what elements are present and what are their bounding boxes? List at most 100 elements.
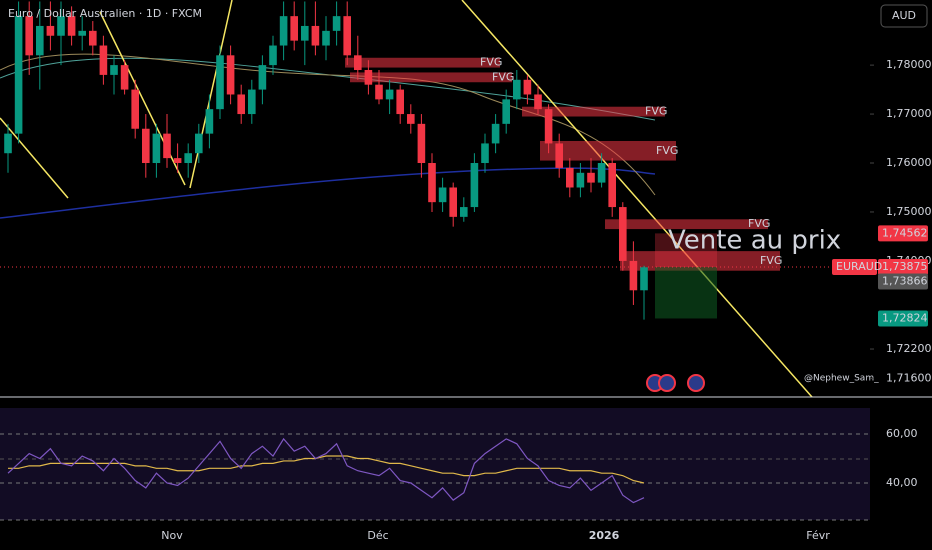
rsi-tick-label: 40,00 <box>886 476 918 489</box>
fvg-label: FVG <box>480 56 502 69</box>
y-tick-label: 1,72200 <box>886 342 932 355</box>
candle-body <box>110 65 118 75</box>
candle-body <box>364 70 373 85</box>
y-tick-label: 1,75000 <box>886 205 932 218</box>
candle-body <box>120 65 129 90</box>
candle-body <box>375 84 383 100</box>
last-price-label: 1,73866 <box>882 274 928 287</box>
rsi-band <box>0 408 870 520</box>
candle-body <box>205 109 214 134</box>
y-tick-label: 1,77000 <box>886 107 932 120</box>
fvg-zone <box>620 251 780 271</box>
fvg-zone <box>350 72 512 83</box>
target-label: 1,72824 <box>882 311 928 324</box>
y-tick-label: 1,78000 <box>886 58 932 71</box>
candle-body <box>301 25 309 41</box>
candle-body <box>608 163 616 208</box>
candle-body <box>513 79 521 100</box>
symbol-box <box>832 259 877 276</box>
target-zone <box>655 267 717 319</box>
candle-body <box>449 187 457 217</box>
rsi-ma-line <box>8 455 645 484</box>
trendline <box>461 0 813 398</box>
candle-body <box>629 260 638 291</box>
candle-body <box>216 55 224 110</box>
candle-body <box>332 16 341 31</box>
candle-body <box>417 123 426 164</box>
event-icon[interactable] <box>687 374 705 392</box>
currency-button-label[interactable]: AUD <box>892 9 916 22</box>
candle-body <box>36 25 44 56</box>
y-tick-label: 1,71600 <box>886 371 932 384</box>
candle-body <box>502 99 510 124</box>
candle-body <box>248 89 256 115</box>
candle-body <box>640 267 648 291</box>
candle-body <box>597 163 606 183</box>
candle-body <box>396 89 404 115</box>
rsi-line <box>7 437 645 504</box>
candle-body <box>195 133 203 154</box>
candle-body <box>46 25 55 36</box>
candle-body <box>279 16 288 46</box>
candle-body <box>237 94 245 115</box>
candle-body <box>99 45 108 75</box>
candle-body <box>470 163 479 208</box>
fvg-zone <box>540 140 676 161</box>
event-icon[interactable] <box>658 374 676 392</box>
trendline <box>99 11 186 186</box>
candle-body <box>491 123 500 144</box>
candle-body <box>555 143 563 168</box>
x-tick-label: 2026 <box>589 529 620 542</box>
candle-body <box>481 143 489 164</box>
candle-body <box>576 172 585 188</box>
x-tick-label: Déc <box>367 529 388 542</box>
stop-label: 1,74562 <box>882 226 928 239</box>
candle-body <box>428 163 436 203</box>
chart-title: Euro / Dollar Australien · 1D · FXCM <box>8 7 202 20</box>
candle-body <box>523 79 532 95</box>
candle-body <box>438 187 447 203</box>
fvg-zone <box>605 219 768 230</box>
watermark: @Nephew_Sam_ <box>804 374 879 384</box>
candle-body <box>534 94 542 110</box>
currency-button[interactable] <box>880 4 928 28</box>
candle-body <box>78 30 86 36</box>
fvg-zone <box>522 106 665 117</box>
target-label-box <box>878 310 928 327</box>
candle-body <box>67 16 76 36</box>
fvg-label: FVG <box>645 105 667 118</box>
candle-body <box>152 133 161 164</box>
candle-body <box>290 16 298 41</box>
candle-body <box>258 65 267 90</box>
x-tick-label: Févr <box>806 529 830 542</box>
candle-body <box>385 89 394 100</box>
fvg-label: FVG <box>760 254 782 267</box>
candle-body <box>566 167 574 188</box>
candle-body <box>57 16 65 36</box>
candle-body <box>25 16 33 56</box>
candle-body <box>89 30 97 46</box>
entry-label: 1,73875 <box>882 260 928 273</box>
candle-body <box>322 30 330 46</box>
fvg-label: FVG <box>748 217 770 230</box>
candle-body <box>226 55 235 95</box>
rsi-tick-label: 60,00 <box>886 427 918 440</box>
y-tick-label: 1,76000 <box>886 156 932 169</box>
candle-body <box>587 172 595 183</box>
candle-body <box>173 158 182 164</box>
candle-body <box>343 16 351 56</box>
entry-label-box <box>878 259 928 276</box>
fvg-zone <box>345 57 500 68</box>
trendline <box>189 0 233 189</box>
candle-body <box>14 16 23 134</box>
candle-body <box>311 25 320 46</box>
annotation: Vente au prix <box>668 226 841 256</box>
x-tick-label: Nov <box>161 529 183 542</box>
candle-body <box>131 89 139 129</box>
candle-body <box>184 153 192 164</box>
trendline <box>0 117 69 199</box>
candle-body <box>544 109 553 144</box>
